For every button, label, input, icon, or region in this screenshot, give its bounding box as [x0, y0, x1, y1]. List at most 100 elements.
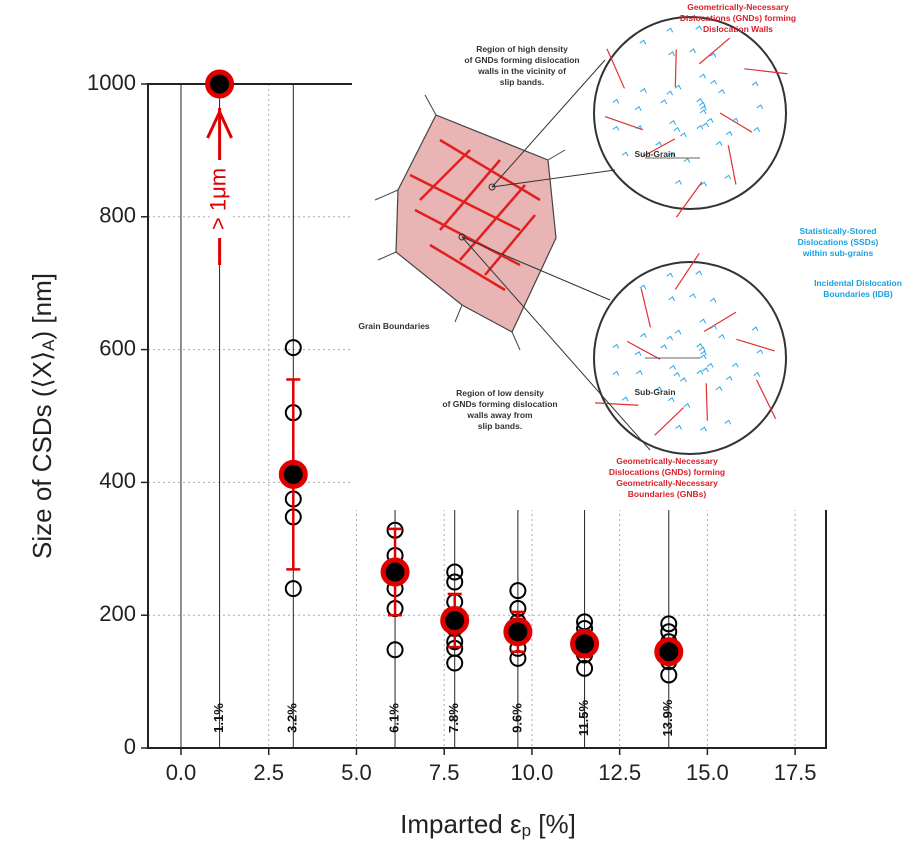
strain-label: 6.1%	[386, 703, 401, 733]
slip-band	[419, 149, 471, 201]
mean-point	[380, 557, 410, 587]
ssd	[635, 125, 643, 131]
dislocation-wall	[675, 181, 703, 218]
annotation: > 1μm	[205, 168, 230, 230]
ssd	[698, 101, 706, 107]
ssd	[669, 364, 677, 370]
ssd	[753, 126, 761, 132]
ssd	[612, 343, 620, 349]
individual-point	[284, 339, 302, 357]
spot	[488, 183, 496, 191]
ssd	[634, 105, 642, 111]
ssd	[680, 132, 687, 138]
ssd	[696, 369, 704, 375]
x-tick-label: 0.0	[166, 760, 197, 785]
x-tick-label: 7.5	[429, 760, 460, 785]
dislocation-wall	[674, 49, 677, 87]
ssd	[674, 329, 682, 335]
ssd	[699, 318, 707, 324]
inset-label: Geometrically-Necessary Dislocations (GND…	[609, 456, 725, 499]
ssd	[699, 354, 707, 360]
dislocation-wall	[744, 68, 788, 75]
ssd	[700, 181, 707, 187]
strain-label: 9.6%	[509, 703, 524, 733]
grain-boundary	[377, 251, 397, 261]
y-tick-label: 0	[124, 734, 136, 759]
dislocation-wall	[604, 115, 644, 131]
ssd	[718, 334, 726, 339]
inset-label: Statistically-Stored Dislocations (SSDs) w…	[798, 226, 879, 258]
strain-label: 3.2%	[285, 703, 300, 733]
y-tick-label: 600	[99, 335, 136, 360]
ssd	[731, 117, 739, 123]
grain-boundary	[547, 149, 566, 161]
ssd	[751, 326, 759, 332]
ssd	[668, 296, 675, 302]
ssd	[675, 179, 682, 185]
individual-point	[386, 641, 404, 659]
inset-label: Sub-Grain	[634, 149, 675, 159]
y-tick-label: 1000	[87, 70, 136, 95]
strain-label: 1.1%	[211, 703, 226, 733]
ssd	[673, 371, 681, 377]
ssd	[673, 126, 681, 132]
grain	[395, 114, 557, 333]
dislocation-wall	[626, 340, 661, 360]
ssd	[660, 344, 668, 350]
slip-band	[439, 159, 501, 231]
inset-label-line: Region of low density	[456, 388, 544, 398]
ssd	[675, 424, 682, 430]
ssd	[666, 27, 674, 33]
inset-label-line: slip bands.	[478, 421, 522, 431]
inset-label-line: Dislocations (GNDs) forming	[609, 467, 725, 477]
x-tick-label: 12.5	[598, 760, 641, 785]
ssd	[655, 386, 663, 392]
y-tick-label: 400	[99, 468, 136, 493]
ssd	[710, 79, 718, 85]
inset-label-line: Geometrically-Necessary	[616, 456, 718, 466]
ssd	[639, 39, 647, 45]
ssd	[612, 370, 620, 376]
dislocation-wall	[641, 138, 676, 158]
dislocation-wall	[727, 145, 737, 185]
inset-label-line: Grain Boundaries	[358, 321, 430, 331]
ssd	[667, 151, 675, 157]
ssd	[621, 151, 629, 157]
x-tick-label: 10.0	[511, 760, 554, 785]
inset-label-line: Dislocation Walls	[703, 24, 773, 34]
ssd	[640, 332, 647, 338]
arrow-head	[206, 108, 233, 139]
ssd	[709, 297, 717, 303]
ssd	[699, 73, 707, 79]
x-tick-label: 5.0	[341, 760, 372, 785]
inset-label-line: slip bands.	[500, 77, 544, 87]
dislocation-wall	[640, 288, 652, 328]
inset-diagram: Geometrically-Necessary Dislocations (GND…	[352, 0, 918, 510]
spot	[458, 233, 466, 241]
ssd	[725, 130, 733, 136]
grain-boundary	[511, 331, 521, 351]
mean-point	[654, 637, 684, 667]
zoom-circle	[593, 16, 787, 210]
ssd	[724, 419, 732, 425]
dislocation-wall	[698, 37, 731, 65]
ssd	[706, 117, 714, 123]
ssd	[698, 346, 706, 352]
ssd	[655, 141, 663, 147]
ssd	[666, 272, 674, 278]
inset-label-line: Statistically-Stored	[800, 226, 877, 236]
mean-point	[440, 606, 470, 636]
ssd	[612, 125, 620, 131]
inset-label-line: Sub-Grain	[634, 387, 675, 397]
inset-label-line: Geometrically-Necessary	[616, 478, 718, 488]
dislocation-wall	[736, 338, 775, 352]
individual-point	[576, 659, 594, 677]
ssd	[666, 90, 674, 96]
ssd	[700, 350, 707, 356]
dislocation-wall	[719, 112, 753, 133]
individual-point	[446, 573, 464, 591]
leader	[491, 169, 616, 188]
inset-label-line: of GNDs forming dislocation	[442, 399, 557, 409]
ssd	[634, 350, 642, 356]
